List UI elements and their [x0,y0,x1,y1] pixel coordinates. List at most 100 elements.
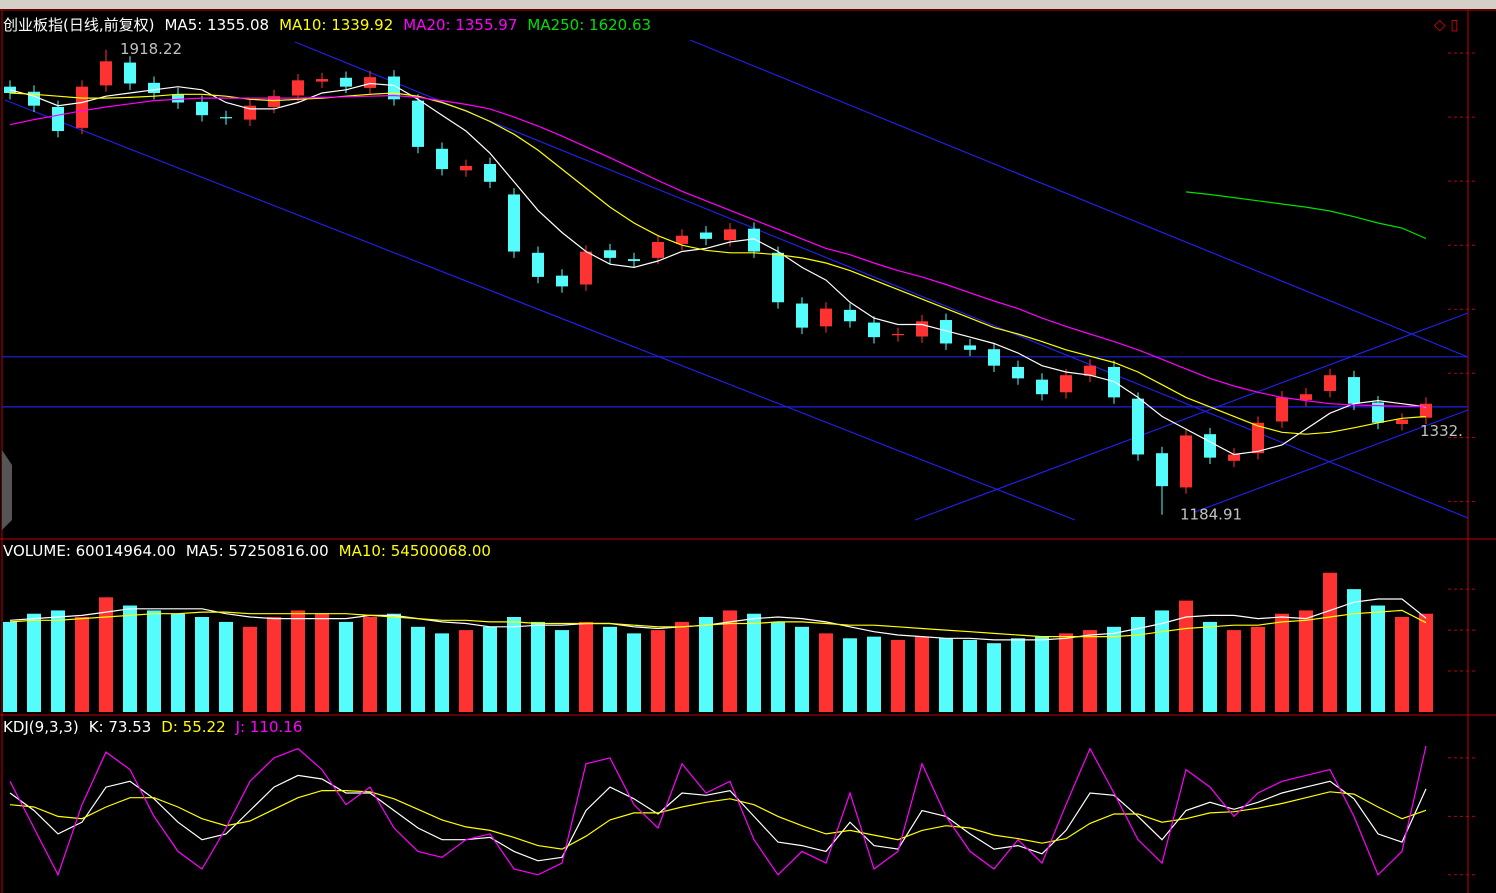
candle-body [1372,402,1384,423]
candle-body [100,61,112,86]
legend-entry: MA250: 1620.63 [527,16,651,34]
candle-body [940,320,952,344]
candle-body [1132,398,1144,455]
volume-bar [699,616,713,712]
candle-body [844,309,856,322]
candle-body [364,77,376,88]
candle-body [196,101,208,116]
candle-body [316,79,328,82]
volume-bar [267,616,281,712]
volume-bar [387,613,401,712]
trend-line [914,312,1469,521]
legend: KDJ(9,3,3) K: 73.53 D: 55.22 J: 110.16 [3,718,302,736]
candle-body [76,86,88,128]
candle-body [724,229,736,241]
volume-bar [1155,610,1169,712]
trend-line [4,99,1076,521]
candle-body [268,96,280,107]
indicator-line [9,745,1427,877]
window-icons[interactable]: ◇ ▯ [1434,16,1459,34]
candle-body [484,164,496,182]
volume-bar [939,638,953,712]
candle-body [676,235,688,244]
volume-bar [579,621,593,712]
volume-bar [459,630,473,712]
volume-bar [627,633,641,712]
candle-body [700,232,712,239]
legend-title: VOLUME: 60014964.00 [3,542,176,560]
legend-title: KDJ(9,3,3) [3,718,79,736]
candle-body [340,77,352,87]
volume-bar [99,597,113,712]
candle-body [436,148,448,170]
side-tab[interactable] [2,450,12,530]
candle-body [1276,397,1288,422]
candle-body [124,62,136,84]
high-annotation: 1918.22 [120,40,182,58]
candle-body [1396,419,1408,425]
indicator-line [1185,191,1427,240]
volume-bar [675,621,689,712]
volume-bar [315,613,329,712]
candle-body [988,349,1000,366]
legend: VOLUME: 60014964.00 MA5: 57250816.00 MA10:… [3,542,491,560]
legend-entry: MA5: 1355.08 [164,16,269,34]
indicator-line [9,609,1427,638]
volume-bar [651,630,665,712]
volume-bar [435,633,449,712]
candle-body [628,259,640,262]
candle-body [580,251,592,285]
indicator-line [9,94,1426,407]
candle-body [652,242,664,258]
volume-bar [1371,605,1385,712]
candle-body [772,252,784,303]
volume-bar [75,616,89,712]
volume-bar [819,633,833,712]
volume-bar [507,616,521,712]
low-annotation: 1184.91 [1180,505,1242,523]
volume-bar [771,621,785,712]
volume-bar [723,610,737,712]
volume-bar [3,621,17,712]
volume-bar [51,610,65,712]
candle-body [868,322,880,338]
candle-body [556,275,568,287]
candle-body [1300,394,1312,400]
legend-entry: D: 55.22 [161,718,225,736]
volume-bar [1131,616,1145,712]
candle-body [1252,422,1264,454]
candle-body [820,308,832,327]
indicator-line [9,92,1427,435]
trend-line [689,39,1469,358]
volume-bar [411,626,425,712]
volume-bar [531,621,545,712]
legend-title: 创业板指(日线,前复权) [3,16,154,34]
volume-bar [843,638,857,712]
candle-body [1180,435,1192,488]
plot-layer: 1918.22 1184.91 1332. 创业板指(日线,前复权) MA5: 1355… [2,16,1478,877]
volume-bar [1035,636,1049,712]
candle-body [1060,375,1072,393]
volume-bar [123,605,137,712]
legend-entry: MA5: 57250816.00 [186,542,329,560]
volume-bar [243,626,257,712]
volume-bar [339,621,353,712]
candle-body [1084,365,1096,376]
volume-bar [1275,613,1289,712]
candle-body [52,106,64,132]
volume-bar [1347,589,1361,712]
price-tag: 1332. [1420,422,1463,440]
legend-entry: MA20: 1355.97 [403,16,517,34]
candle-body [412,100,424,147]
indicator-line [9,774,1427,862]
volume-bar [987,643,1001,712]
legend-entry: MA10: 54500068.00 [339,542,491,560]
volume-bar [291,610,305,712]
volume-bar [1323,572,1337,712]
volume-bar [1227,630,1241,712]
volume-bar [483,626,497,712]
volume-bar [27,613,41,712]
volume-bar [1083,630,1097,712]
candle-body [1228,454,1240,461]
